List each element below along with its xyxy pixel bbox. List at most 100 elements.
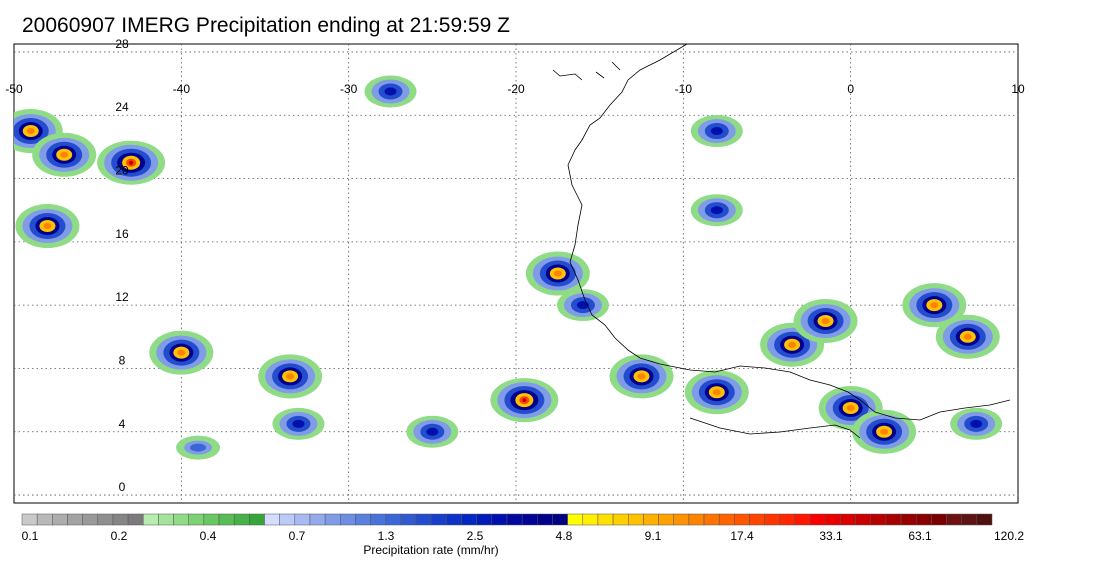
lat-tick-label: 8 xyxy=(119,353,126,367)
colorbar-swatch xyxy=(491,513,508,526)
colorbar-swatch xyxy=(233,513,250,526)
precip-cell xyxy=(690,115,743,148)
lat-tick-label: 0 xyxy=(119,480,126,494)
colorbar-swatch xyxy=(703,513,720,526)
colorbar-swatch xyxy=(173,513,189,526)
precip-contour xyxy=(522,398,527,403)
colorbar-swatch xyxy=(218,513,235,526)
precip-contour xyxy=(190,443,207,452)
precip-contour xyxy=(292,419,305,428)
precip-contour xyxy=(821,317,830,324)
colorbar-swatch xyxy=(931,513,947,526)
colorbar-swatch xyxy=(400,513,417,526)
lon-tick-label: -50 xyxy=(5,82,23,96)
colorbar-swatch xyxy=(36,513,53,526)
colorbar-swatch xyxy=(127,513,144,526)
colorbar-swatch xyxy=(279,513,296,526)
colorbar-swatch xyxy=(521,513,538,526)
colorbar-swatch xyxy=(764,513,781,526)
precip-cell xyxy=(406,415,459,448)
coastline-fragment xyxy=(552,61,621,81)
lat-tick-label: 4 xyxy=(119,417,126,431)
precip-cell xyxy=(32,132,97,177)
precip-contour xyxy=(710,127,723,136)
lon-tick-label: 10 xyxy=(1011,82,1025,96)
colorbar-swatch xyxy=(658,513,674,526)
colorbar-swatch xyxy=(688,513,705,526)
lon-tick-label: 0 xyxy=(847,82,854,96)
colorbar-swatch xyxy=(946,513,962,526)
precip-cell xyxy=(272,407,325,440)
precip-cell xyxy=(176,435,221,460)
colorbar-swatch xyxy=(67,513,83,526)
precip-contour xyxy=(930,302,939,309)
precip-cell xyxy=(490,378,559,423)
colorbar-swatch xyxy=(370,513,386,526)
lon-tick-label: -20 xyxy=(507,82,525,96)
colorbar-swatch xyxy=(900,513,917,526)
colorbar-tick-label: 0.2 xyxy=(111,529,128,543)
precip-cell xyxy=(950,407,1003,440)
colorbar-swatch xyxy=(309,513,326,526)
colorbar-swatch xyxy=(143,513,159,526)
colorbar-swatch xyxy=(294,513,311,526)
lon-tick-label: -40 xyxy=(173,82,191,96)
precip-contour xyxy=(384,87,397,96)
precip-contour xyxy=(576,301,589,310)
precip-cell xyxy=(793,298,858,343)
colorbar-tick-label: 0.4 xyxy=(200,529,217,543)
colorbar-swatch xyxy=(385,513,402,526)
colorbar-swatch xyxy=(446,513,462,526)
colorbar-swatch xyxy=(430,513,447,526)
precip-cell xyxy=(609,354,674,399)
gulf-coastline xyxy=(689,417,861,439)
precip-cell xyxy=(364,75,417,108)
precip-contour xyxy=(963,333,972,340)
colorbar-swatch xyxy=(97,513,114,526)
axis-labels: -50 -40 -30 -20 -10 0 10 0 4 8 12 16 20 24 28 xyxy=(5,37,1025,494)
precip-cell xyxy=(690,194,743,227)
colorbar-swatch xyxy=(21,513,38,526)
colorbar-swatch xyxy=(52,513,68,526)
precip-contour xyxy=(286,373,295,380)
precip-cell xyxy=(525,251,590,296)
colorbar-swatch xyxy=(203,513,220,526)
colorbar-swatch xyxy=(537,513,553,526)
precip-contour xyxy=(712,389,721,396)
colorbar-tick-label: 2.5 xyxy=(467,529,484,543)
colorbar-swatch xyxy=(612,513,629,526)
precip-contour xyxy=(60,151,69,158)
colorbar-swatch xyxy=(915,513,932,526)
precip-contour xyxy=(553,270,562,277)
colorbar-swatch xyxy=(249,513,265,526)
colorbar-swatch xyxy=(794,513,811,526)
precip-contour xyxy=(710,206,723,215)
lat-tick-label: 16 xyxy=(115,227,129,241)
colorbar-swatch xyxy=(340,513,356,526)
colorbar-tick-label: 9.1 xyxy=(645,529,662,543)
colorbar-swatch xyxy=(415,513,432,526)
precipitation-cells xyxy=(14,75,1003,460)
colorbar-swatch xyxy=(840,513,856,526)
precip-contour xyxy=(177,349,186,356)
precip-cell xyxy=(258,354,323,399)
colorbar-swatch xyxy=(264,513,280,526)
precip-cell xyxy=(852,409,917,454)
precip-contour xyxy=(970,419,983,428)
colorbar-swatch xyxy=(355,513,371,526)
colorbar-swatch xyxy=(809,513,826,526)
coastline xyxy=(552,44,1011,439)
precip-contour xyxy=(426,427,439,436)
colorbar-swatch xyxy=(506,513,523,526)
precip-cell xyxy=(902,283,967,328)
colorbar-swatch xyxy=(324,513,341,526)
colorbar-tick-label: 1.3 xyxy=(378,529,395,543)
colorbar-swatch xyxy=(825,513,841,526)
colorbar-swatch xyxy=(749,513,765,526)
precip-contour xyxy=(129,160,134,165)
precip-cell xyxy=(15,204,80,249)
colorbar-swatch xyxy=(158,513,174,526)
lat-tick-label: 12 xyxy=(115,290,129,304)
